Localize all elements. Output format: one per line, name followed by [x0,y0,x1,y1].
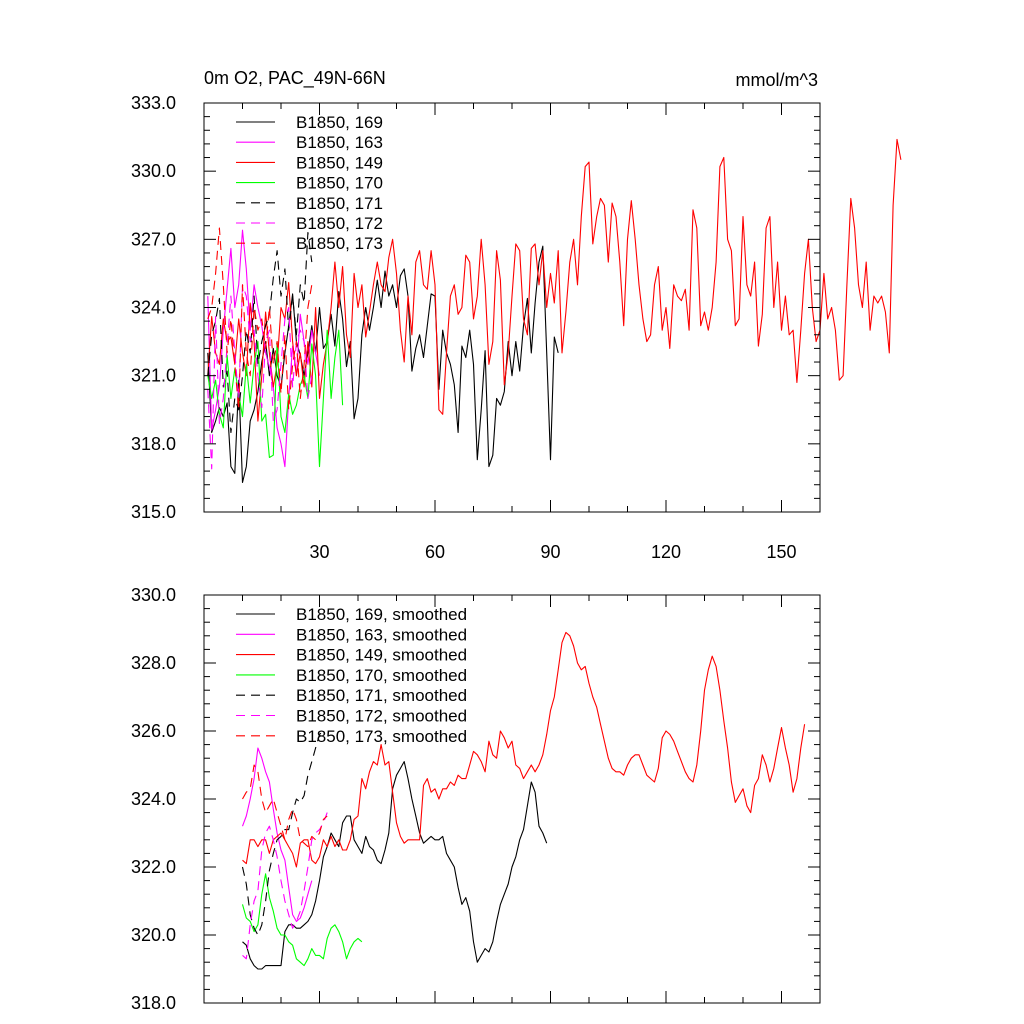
y-tick-label: 322.0 [131,857,176,877]
legend-label: B1850, 173 [296,234,383,253]
x-tick-label: 150 [766,542,796,562]
legend-label: B1850, 170, smoothed [296,666,467,685]
series-line-top-3 [207,138,902,422]
legend-label: B1850, 172 [296,214,383,233]
series-line-bottom-4 [241,873,363,967]
series-line-top-1 [207,245,559,484]
legend-label: B1850, 171, smoothed [296,686,467,705]
legend-label: B1850, 169, smoothed [296,605,467,624]
y-tick-label: 321.0 [131,366,176,386]
legend-label: B1850, 170 [296,174,383,193]
y-tick-label: 333.0 [131,93,176,113]
legend-label: B1850, 172, smoothed [296,707,467,726]
x-tick-label: 60 [425,542,445,562]
legend-label: B1850, 149 [296,153,383,172]
y-tick-label: 324.0 [131,298,176,318]
y-tick-label: 318.0 [131,434,176,454]
series-line-bottom-3 [242,631,806,868]
y-tick-label: 320.0 [131,925,176,945]
series-line-top-4 [207,329,344,468]
x-tick-label: 120 [651,542,681,562]
y-tick-label: 315.0 [131,502,176,522]
legend-label: B1850, 169 [296,113,383,132]
y-tick-label: 328.0 [131,653,176,673]
series-line-bottom-7 [242,764,328,848]
top-panel-title: 0m O2, PAC_49N-66N [204,68,386,89]
x-tick-label: 90 [540,542,560,562]
y-tick-label: 324.0 [131,789,176,809]
series-line-bottom-2 [241,747,313,922]
y-tick-label: 330.0 [131,161,176,181]
y-tick-label: 326.0 [131,721,176,741]
top-panel: 0m O2, PAC_49N-66N mmol/m^3 315.0 318.0 32… [131,68,902,562]
legend-label: B1850, 173, smoothed [296,727,467,746]
series-line-top-5 [207,231,313,434]
y-tick-label: 330.0 [131,585,176,605]
bottom-panel: 318.0 320.0 322.0 324.0 326.0 328.0 330.0 B1850… [131,585,821,1013]
legend-label: B1850, 171 [296,194,383,213]
series-line-bottom-5 [241,730,324,936]
y-tick-label: 318.0 [131,993,176,1013]
legend-label: B1850, 163 [296,133,383,152]
series-line-bottom-1 [242,761,548,970]
y-tick-label: 327.0 [131,229,176,249]
legend-label: B1850, 163, smoothed [296,625,467,644]
series-line-top-7 [207,227,313,411]
series-line-bottom-6 [242,812,328,960]
series-line-top-6 [207,284,313,470]
x-tick-label: 30 [309,542,329,562]
legend-label: B1850, 149, smoothed [296,646,467,665]
top-panel-units: mmol/m^3 [736,70,818,90]
